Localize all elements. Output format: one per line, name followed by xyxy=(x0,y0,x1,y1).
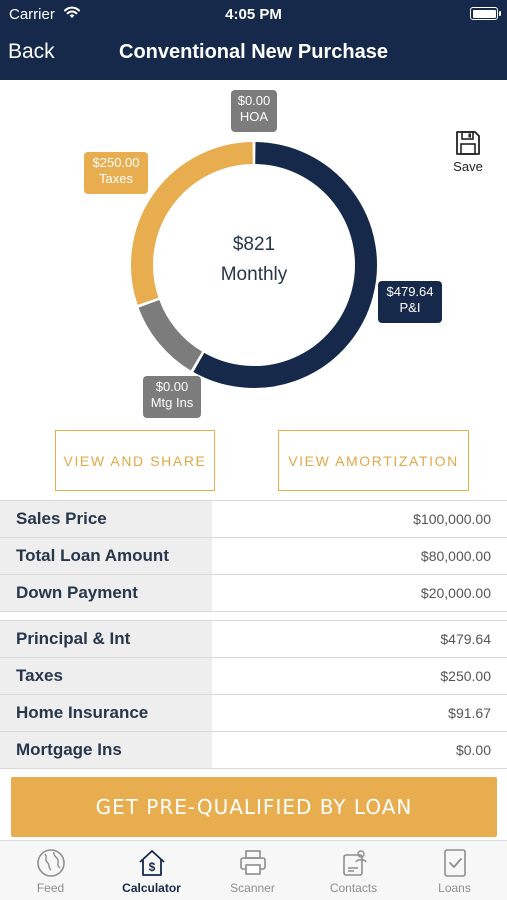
row-value: $20,000.00 xyxy=(420,585,491,601)
wifi-icon xyxy=(64,6,80,18)
carrier-name: Carrier xyxy=(9,6,55,23)
row-label: Principal & Int xyxy=(0,621,212,657)
table-row: Mortgage Ins $0.00 xyxy=(0,732,507,769)
row-label: Taxes xyxy=(0,658,212,694)
tab-calculator[interactable]: $ Calculator xyxy=(101,841,202,900)
donut-svg xyxy=(131,142,377,388)
tab-scanner[interactable]: Scanner xyxy=(202,841,303,900)
table-row: Home Insurance $91.67 xyxy=(0,695,507,732)
printer-icon xyxy=(240,850,266,875)
document-check-icon xyxy=(444,849,466,877)
tab-bar: Feed $ Calculator Scanner Contacts Loans xyxy=(0,840,507,900)
get-pre-qualified-button[interactable]: GET PRE-QUALIFIED BY LOAN xyxy=(11,777,497,837)
monthly-total: $821 xyxy=(232,234,276,255)
tag-taxes-label: Taxes xyxy=(99,171,133,186)
svg-text:$: $ xyxy=(149,860,156,874)
tag-mtg-ins: $0.00 Mtg Ins xyxy=(143,376,201,418)
tab-label: Loans xyxy=(438,881,471,895)
tag-pi: $479.64 P&I xyxy=(378,281,442,323)
monthly-label: Monthly xyxy=(220,264,288,285)
tab-label: Contacts xyxy=(329,881,378,895)
tab-label: Calculator xyxy=(122,881,181,895)
tag-hoa-amount: $0.00 xyxy=(237,93,271,108)
view-amortization-button[interactable]: VIEW AMORTIZATION xyxy=(278,430,469,491)
payment-donut-chart: $821 Monthly $0.00 HOA $250.00 Taxes $47… xyxy=(0,80,507,425)
tab-label: Feed xyxy=(36,881,65,895)
navigation-header: Carrier 4:05 PM Back Conventional New Pu… xyxy=(0,0,507,80)
payment-breakdown-table: Principal & Int $479.64 Taxes $250.00 Ho… xyxy=(0,620,507,769)
page-title: Conventional New Purchase xyxy=(119,41,388,63)
tab-contacts[interactable]: Contacts xyxy=(303,841,404,900)
status-time: 4:05 PM xyxy=(225,6,282,23)
row-value: $91.67 xyxy=(448,705,491,721)
table-row: Total Loan Amount $80,000.00 xyxy=(0,538,507,575)
donut-slice-p-i xyxy=(193,142,377,388)
donut-slice-mtg-ins xyxy=(138,299,203,371)
contacts-icon xyxy=(343,850,367,876)
house-dollar-icon: $ xyxy=(139,850,165,876)
row-value: $479.64 xyxy=(440,631,491,647)
row-label: Total Loan Amount xyxy=(0,538,212,574)
table-row: Down Payment $20,000.00 xyxy=(0,575,507,612)
back-button[interactable]: Back xyxy=(8,40,55,63)
row-value: $100,000.00 xyxy=(413,511,491,527)
table-row: Taxes $250.00 xyxy=(0,658,507,695)
row-value: $0.00 xyxy=(455,742,491,758)
row-label: Mortgage Ins xyxy=(0,732,212,768)
save-label: Save xyxy=(453,159,483,174)
tab-label: Scanner xyxy=(230,881,275,895)
loan-summary-table: Sales Price $100,000.00 Total Loan Amoun… xyxy=(0,500,507,612)
floppy-disk-icon xyxy=(456,131,480,155)
save-button[interactable]: Save xyxy=(446,130,490,182)
tag-taxes-amount: $250.00 xyxy=(92,155,140,170)
globe-icon xyxy=(37,849,65,877)
tag-hoa: $0.00 HOA xyxy=(231,90,277,132)
row-label: Down Payment xyxy=(0,575,212,611)
tab-loans[interactable]: Loans xyxy=(404,841,505,900)
tag-taxes: $250.00 Taxes xyxy=(84,152,148,194)
tag-mtg-amount: $0.00 xyxy=(155,379,189,394)
table-row: Principal & Int $479.64 xyxy=(0,621,507,658)
status-bar: Carrier 4:05 PM xyxy=(0,0,507,28)
row-value: $80,000.00 xyxy=(420,548,491,564)
donut-slice-taxes xyxy=(131,142,254,305)
tab-feed[interactable]: Feed xyxy=(0,841,101,900)
tag-hoa-label: HOA xyxy=(239,109,269,124)
tag-pi-amount: $479.64 xyxy=(386,284,434,299)
table-row: Sales Price $100,000.00 xyxy=(0,501,507,538)
battery-icon xyxy=(470,7,501,20)
view-and-share-button[interactable]: VIEW AND SHARE xyxy=(55,430,215,491)
row-label: Home Insurance xyxy=(0,695,212,731)
tag-pi-label: P&I xyxy=(399,300,421,315)
row-label: Sales Price xyxy=(0,501,212,537)
tag-mtg-label: Mtg Ins xyxy=(150,395,194,410)
row-value: $250.00 xyxy=(440,668,491,684)
